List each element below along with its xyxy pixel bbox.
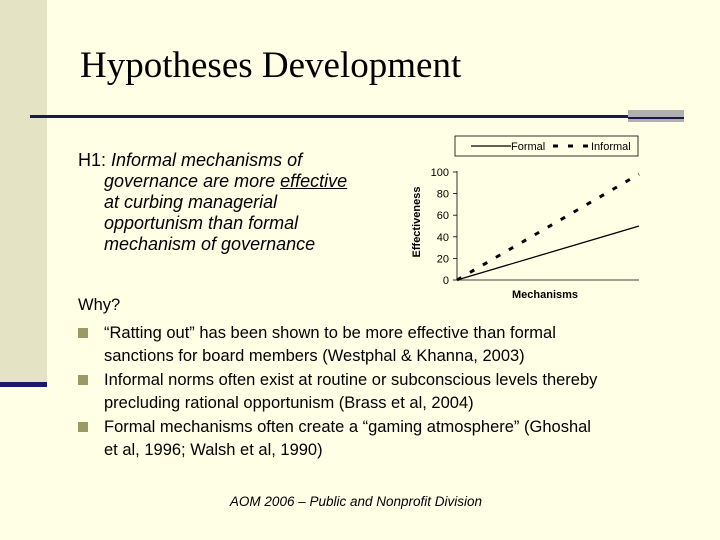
hypothesis-text: H1: Informal mechanisms of governance ar…: [78, 150, 388, 255]
title-rule: [30, 115, 628, 118]
hypothesis-line-4: opportunism than formal: [104, 213, 299, 233]
side-accent-rule: [0, 382, 47, 387]
hypothesis-emphasis: effective: [280, 171, 348, 191]
bullet-3-line-2: et al, 1996; Walsh et al, 1990): [104, 441, 323, 459]
title-rule-accent: [628, 110, 684, 122]
y-tick-label: 60: [437, 210, 449, 222]
hypothesis-label: H1:: [78, 150, 107, 170]
why-heading: Why?: [78, 296, 121, 314]
hypothesis-line-2: governance are more effective: [78, 171, 388, 192]
footer: AOM 2006 – Public and Nonprofit Division: [0, 494, 720, 509]
legend-box: [454, 135, 639, 157]
bullet-square-icon: [78, 328, 88, 338]
bullet-2-line-2: precluding rational opportunism (Brass e…: [104, 394, 474, 412]
bullet-3-line-1: Formal mechanisms often create a “gaming…: [104, 418, 591, 436]
series-line-informal: [456, 172, 640, 282]
bullet-list: “Ratting out” has been shown to be more …: [78, 322, 678, 463]
x-axis-label: Mechanisms: [512, 289, 578, 301]
hypothesis-line-5: mechanism of governance: [104, 234, 316, 254]
slide-title: Hypotheses Development: [80, 45, 462, 86]
y-tick-label: 0: [443, 275, 449, 287]
bullet-item-2: Informal norms often exist at routine or…: [78, 369, 678, 415]
bullet-square-icon: [78, 375, 88, 385]
hypothesis-line-3: at curbing managerial: [104, 192, 278, 212]
series-line-formal: [456, 225, 640, 281]
bullet-2-line-1: Informal norms often exist at routine or…: [104, 371, 598, 389]
y-tick-label: 40: [437, 232, 449, 244]
y-tick-label: 20: [437, 253, 449, 265]
legend-informal-label: Informal: [591, 141, 631, 153]
footer-text: AOM 2006 – Public and Nonprofit Division: [229, 494, 483, 509]
hypothesis-line-1: Informal mechanisms of: [111, 150, 303, 170]
title-rule-accent-line: [628, 117, 684, 119]
y-tick-label: 100: [431, 167, 449, 179]
bullet-item-3: Formal mechanisms often create a “gaming…: [78, 416, 678, 462]
side-accent-bar: [0, 0, 47, 382]
bullet-square-icon: [78, 422, 88, 432]
bullet-item-1: “Ratting out” has been shown to be more …: [78, 322, 678, 368]
hypothesis-line-2-pre: governance are more: [104, 171, 281, 191]
bullet-1-line-2: sanctions for board members (Westphal & …: [104, 347, 525, 365]
bullet-1-line-1: “Ratting out” has been shown to be more …: [104, 324, 556, 342]
y-tick-label: 80: [437, 189, 449, 201]
legend-formal-label: Formal: [511, 141, 545, 153]
effectiveness-chart: Formal Informal Effectiveness Mechanisms…: [411, 135, 640, 301]
y-axis-label: Effectiveness: [411, 187, 423, 258]
